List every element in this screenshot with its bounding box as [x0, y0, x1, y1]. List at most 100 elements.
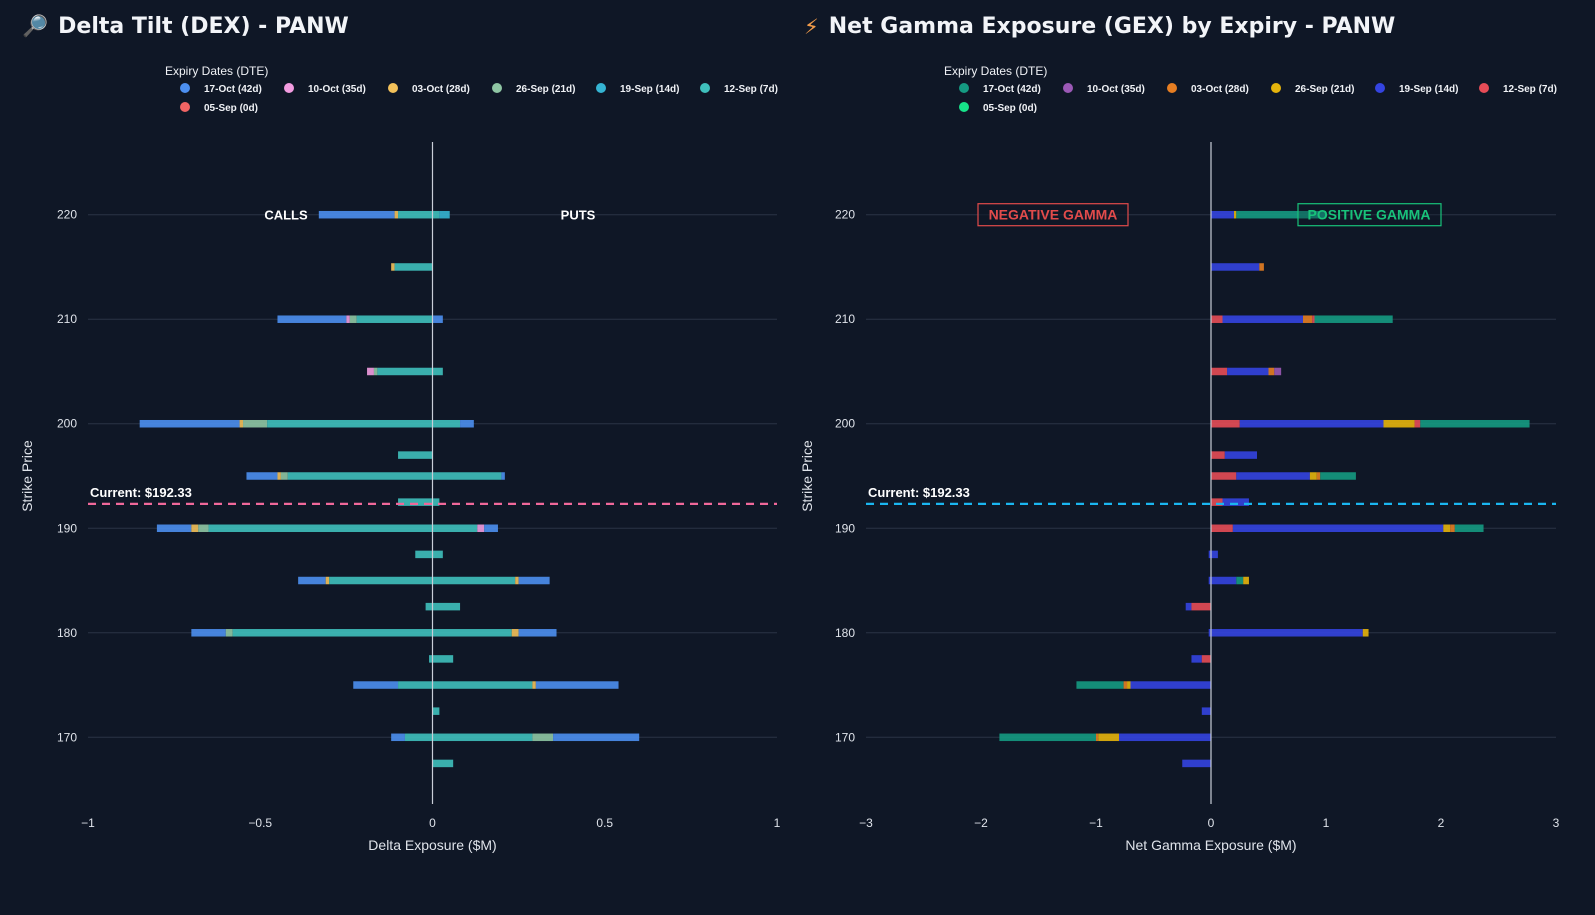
magnifier-icon: 🔎: [22, 14, 49, 38]
x-tick-label: −0.5: [248, 816, 272, 830]
bar-segment-215: [1259, 263, 1264, 271]
legend-label: 26-Sep (21d): [1295, 84, 1354, 95]
bar-segment-205: [1274, 367, 1282, 376]
legend-marker: [180, 102, 190, 112]
bar-segment-190: [208, 524, 478, 533]
legend-marker: [1271, 83, 1281, 93]
bar-segment-180: [232, 629, 512, 637]
bar-segment-195: [1309, 472, 1317, 480]
bar-segment-220: [398, 210, 440, 219]
bar-segment-175: [532, 681, 536, 689]
x-axis-title: Delta Exposure ($M): [368, 837, 496, 853]
bar-segment-185: [298, 576, 326, 585]
legend-marker: [596, 83, 606, 93]
positive-gamma-box: [1297, 203, 1442, 227]
x-tick-label: 0: [1208, 816, 1215, 830]
bar-segment-197: [398, 451, 433, 459]
bar-segment-190: [1450, 524, 1455, 533]
bar-segment-220: [1234, 210, 1237, 219]
bar-segment-170: [391, 733, 405, 742]
bar-segment-190: [198, 524, 209, 533]
bar-segment-215: [1211, 263, 1260, 271]
legend-label: 10-Oct (35d): [1087, 84, 1145, 95]
bar-segment-205: [373, 367, 378, 376]
y-tick-label: 210: [835, 312, 855, 326]
bar-segment-210: [349, 315, 357, 323]
bar-segment-172.5: [1201, 707, 1211, 715]
bar-segment-180: [518, 629, 557, 637]
dex-chart[interactable]: 170 180 190 200 210 220 Current: $192.33 −1 −0.5…: [0, 0, 790, 915]
bar-segment-182.5: [1185, 602, 1192, 611]
bar-segment-180: [1208, 629, 1363, 637]
bar-segment-210: [277, 315, 347, 323]
bar-segment-190: [156, 524, 192, 533]
bar-segment-192.5: [1222, 498, 1249, 506]
bar-segment-185: [1236, 576, 1244, 585]
legend-label: 12-Sep (7d): [1503, 84, 1557, 95]
bar-segment-210: [1312, 315, 1315, 323]
legend-marker: [1479, 83, 1489, 93]
bar-segment-210: [356, 315, 433, 323]
legend-marker: [1375, 83, 1385, 93]
bar-segment-180: [191, 629, 226, 637]
dex-title-text: Delta Tilt (DEX) - PANW: [58, 14, 349, 39]
bar-segment-182.5: [425, 602, 461, 611]
bar-segment-190: [1443, 524, 1451, 533]
x-axis-title: Net Gamma Exposure ($M): [1125, 837, 1296, 853]
legend-label: 05-Sep (0d): [204, 103, 258, 114]
bar-segment-205: [1268, 367, 1275, 376]
bar-segment-200: [1239, 419, 1384, 428]
x-tick-label: 0.5: [596, 816, 613, 830]
bar-segment-205: [377, 367, 443, 376]
bar-segment-180: [1362, 629, 1369, 637]
bar-segment-182.5: [1191, 602, 1211, 611]
bar-segment-170: [1098, 733, 1119, 742]
y-tick-label: 170: [835, 730, 855, 744]
bar-segment-190: [477, 524, 485, 533]
bar-segment-177.5: [1201, 655, 1211, 663]
bar-segment-180: [225, 629, 233, 637]
bar-segment-175: [1130, 681, 1211, 689]
bar-segment-205: [1211, 367, 1228, 376]
bar-segment-170: [1096, 733, 1099, 742]
current-price-label: Current: $192.33: [90, 485, 192, 500]
legend-label: 03-Oct (28d): [412, 84, 470, 95]
bar-segment-175: [1127, 681, 1131, 689]
bar-segment-187.5: [1208, 550, 1218, 559]
x-tick-label: −1: [1089, 816, 1103, 830]
negative-gamma-label: NEGATIVE GAMMA: [989, 207, 1118, 223]
y-tick-label: 180: [835, 626, 855, 640]
y-axis-title: Strike Price: [799, 440, 815, 512]
legend-label: 10-Oct (35d): [308, 84, 366, 95]
bar-segment-180: [511, 629, 519, 637]
x-tick-label: 0: [429, 816, 436, 830]
x-tick-label: −1: [81, 816, 95, 830]
bar-segment-175: [535, 681, 619, 689]
bar-segment-177.5: [1191, 655, 1202, 663]
bar-segment-200: [1414, 419, 1421, 428]
legend-label: 19-Sep (14d): [620, 84, 679, 95]
x-tick-label: −3: [859, 816, 873, 830]
legend-title: Expiry Dates (DTE): [165, 64, 268, 78]
bar-segment-192.5: [398, 498, 440, 506]
bar-segment-200: [139, 419, 240, 428]
bar-segment-220: [1211, 210, 1234, 219]
bar-segment-167.5: [1182, 759, 1211, 768]
x-tick-label: 3: [1553, 816, 1560, 830]
legend-marker: [492, 83, 502, 93]
bar-segment-215: [394, 263, 433, 271]
bar-segment-167.5: [432, 759, 454, 768]
bar-segment-187.5: [415, 550, 443, 559]
bar-segment-195: [280, 472, 288, 480]
bar-segment-190: [1211, 524, 1233, 533]
y-axis-title: Strike Price: [19, 440, 35, 512]
bar-segment-195: [287, 472, 502, 480]
bar-segment-205: [367, 367, 374, 376]
bar-segment-170: [553, 733, 640, 742]
bar-segment-170: [404, 733, 533, 742]
bar-segment-200: [267, 419, 461, 428]
bar-segment-220: [394, 210, 399, 219]
bar-segment-185: [329, 576, 516, 585]
bar-segment-170: [532, 733, 554, 742]
